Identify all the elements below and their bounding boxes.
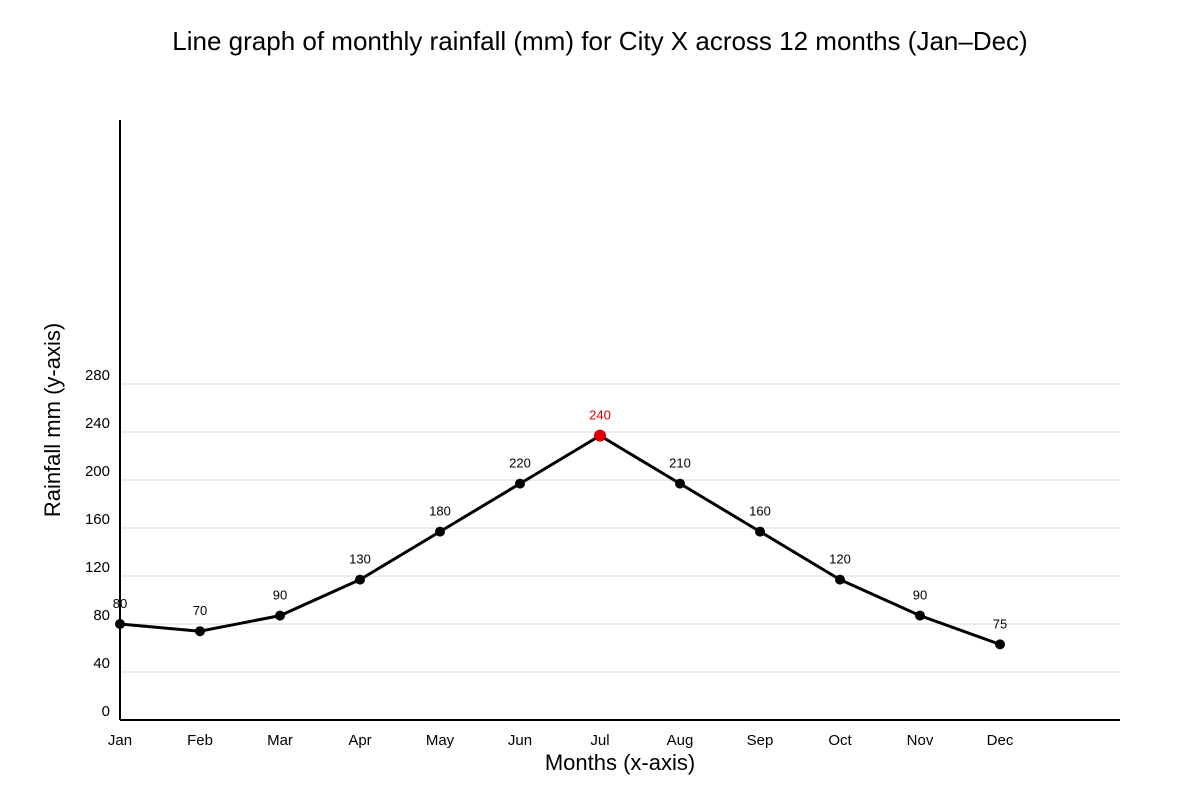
- data-point-feb: [195, 626, 205, 637]
- rainfall-series: [115, 429, 1005, 650]
- chart-title: Line graph of monthly rainfall (mm) for …: [172, 26, 1027, 56]
- data-point-aug: [675, 478, 685, 489]
- x-tick-label-feb: Feb: [187, 732, 213, 749]
- data-point-jun: [515, 478, 525, 489]
- data-label-may: 180: [429, 504, 451, 519]
- y-tick-label-40: 40: [93, 655, 110, 672]
- y-tick-label-80: 80: [93, 607, 110, 624]
- data-label-jun: 220: [509, 456, 531, 471]
- gridlines: [120, 383, 1120, 673]
- y-axis-label: Rainfall mm (y-axis): [40, 323, 65, 517]
- data-point-mar: [275, 610, 285, 621]
- x-tick-labels: Jan Feb Mar Apr May Jun Jul Aug Sep Oct Nov Dec: [108, 732, 1014, 749]
- y-tick-label-0: 0: [102, 703, 110, 720]
- series-line: [119, 434, 1001, 646]
- x-tick-label-dec: Dec: [987, 732, 1014, 749]
- data-point-dec: [995, 639, 1005, 650]
- x-tick-label-may: May: [426, 732, 455, 749]
- data-label-feb: 70: [193, 603, 207, 618]
- x-tick-label-jul: Jul: [590, 732, 609, 749]
- data-label-jul: 240: [589, 408, 611, 423]
- data-point-jul: [594, 429, 606, 442]
- data-label-oct: 120: [829, 552, 851, 567]
- y-tick-label-200: 200: [85, 463, 110, 480]
- data-label-aug: 210: [669, 456, 691, 471]
- data-point-apr: [355, 574, 365, 585]
- data-point-jan: [115, 619, 125, 629]
- y-tick-label-120: 120: [85, 559, 110, 576]
- x-axis-label: Months (x-axis): [545, 750, 695, 775]
- x-tick-label-oct: Oct: [828, 732, 852, 749]
- data-label-nov: 90: [913, 588, 927, 603]
- x-tick-label-sep: Sep: [747, 732, 774, 749]
- x-tick-label-jan: Jan: [108, 732, 132, 749]
- data-label-apr: 130: [349, 552, 371, 567]
- x-tick-label-nov: Nov: [907, 732, 934, 749]
- x-tick-label-apr: Apr: [348, 732, 371, 749]
- x-tick-label-jun: Jun: [508, 732, 532, 749]
- data-label-sep: 160: [749, 504, 771, 519]
- x-tick-label-mar: Mar: [267, 732, 293, 749]
- data-point-may: [435, 526, 445, 537]
- data-label-dec: 75: [993, 616, 1007, 631]
- y-tick-label-240: 240: [85, 415, 110, 432]
- data-labels: 80 70 90 130 180 220 240 210 160 120 90 75: [113, 408, 1007, 632]
- data-label-jan: 80: [113, 596, 127, 611]
- y-tick-labels: 0 40 80 120 160 200 240 280: [85, 367, 110, 720]
- data-point-oct: [835, 574, 845, 585]
- x-tick-label-aug: Aug: [667, 732, 694, 749]
- data-label-mar: 90: [273, 588, 287, 603]
- data-point-nov: [915, 610, 925, 621]
- y-tick-label-160: 160: [85, 511, 110, 528]
- y-tick-label-280: 280: [85, 367, 110, 384]
- data-point-sep: [755, 526, 765, 537]
